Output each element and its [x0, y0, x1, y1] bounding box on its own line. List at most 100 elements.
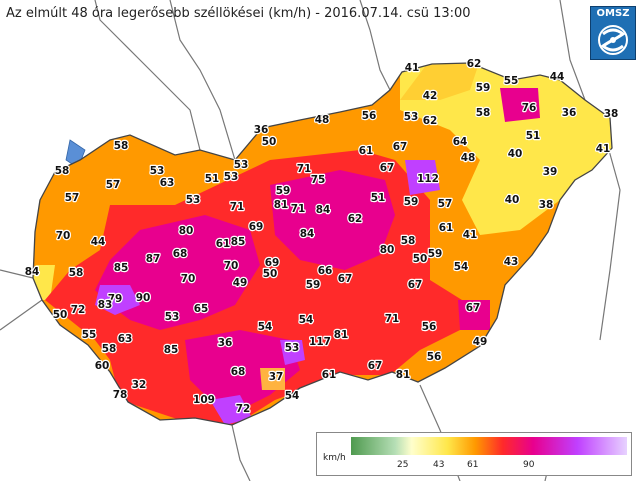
logo-text: OMSZ [596, 8, 630, 19]
station-gust-value: 53 [186, 194, 201, 206]
station-gust-value: 85 [231, 236, 246, 248]
station-gust-value: 67 [368, 360, 383, 372]
station-gust-value: 58 [69, 267, 84, 279]
legend-tick: 61 [467, 460, 479, 470]
station-gust-value: 61 [359, 145, 374, 157]
station-gust-value: 85 [114, 262, 129, 274]
station-gust-value: 70 [56, 230, 71, 242]
station-gust-value: 51 [205, 173, 220, 185]
station-gust-value: 59 [404, 196, 419, 208]
station-gust-value: 80 [380, 244, 395, 256]
station-gust-value: 58 [401, 235, 416, 247]
station-gust-value: 59 [476, 82, 491, 94]
station-gust-value: 40 [508, 148, 523, 160]
station-gust-value: 84 [300, 228, 315, 240]
station-gust-value: 71 [291, 203, 306, 215]
station-gust-value: 56 [427, 351, 442, 363]
station-gust-value: 72 [236, 403, 251, 415]
station-gust-value: 76 [522, 102, 537, 114]
station-gust-value: 40 [505, 194, 520, 206]
station-gust-value: 50 [53, 309, 68, 321]
map-title: Az elmúlt 48 óra legerősebb széllökései … [6, 6, 471, 21]
station-gust-value: 49 [473, 336, 488, 348]
station-gust-value: 67 [408, 279, 423, 291]
station-gust-value: 55 [82, 329, 97, 341]
station-gust-value: 87 [146, 253, 161, 265]
station-gust-value: 56 [362, 110, 377, 122]
station-gust-value: 43 [504, 256, 519, 268]
station-gust-value: 69 [265, 257, 280, 269]
station-gust-value: 61 [322, 369, 337, 381]
station-gust-value: 63 [160, 177, 175, 189]
station-gust-value: 42 [423, 90, 438, 102]
station-gust-value: 53 [404, 111, 419, 123]
station-gust-value: 69 [249, 221, 264, 233]
station-gust-value: 57 [65, 192, 80, 204]
station-gust-value: 62 [348, 213, 363, 225]
station-gust-value: 54 [299, 314, 314, 326]
station-gust-value: 39 [543, 166, 558, 178]
station-gust-value: 63 [118, 333, 133, 345]
station-gust-value: 79 [108, 293, 123, 305]
station-gust-value: 38 [539, 199, 554, 211]
station-gust-value: 84 [25, 266, 40, 278]
station-gust-value: 58 [114, 140, 129, 152]
omsz-logo: OMSZ [590, 6, 636, 60]
legend-tick: 25 [397, 460, 409, 470]
station-gust-value: 41 [596, 143, 611, 155]
station-gust-value: 44 [550, 71, 565, 83]
station-gust-value: 36 [218, 337, 233, 349]
station-gust-value: 112 [417, 173, 439, 185]
station-gust-value: 66 [318, 265, 333, 277]
legend-tick: 90 [523, 460, 535, 470]
station-gust-value: 59 [428, 248, 443, 260]
station-gust-value: 50 [262, 136, 277, 148]
station-gust-value: 57 [106, 179, 121, 191]
station-gust-value: 54 [454, 261, 469, 273]
station-gust-value: 71 [230, 201, 245, 213]
color-legend: km/h 25 43 61 90 [316, 432, 632, 476]
station-gust-value: 62 [423, 115, 438, 127]
station-gust-value: 51 [526, 130, 541, 142]
station-gust-value: 56 [422, 321, 437, 333]
station-gust-value: 41 [405, 62, 420, 74]
station-gust-value: 53 [234, 159, 249, 171]
station-gust-value: 53 [150, 165, 165, 177]
cyclone-icon [598, 25, 628, 55]
station-gust-value: 61 [216, 238, 231, 250]
station-gust-value: 70 [224, 260, 239, 272]
station-gust-value: 80 [179, 225, 194, 237]
station-gust-value: 50 [413, 253, 428, 265]
station-gust-value: 57 [438, 198, 453, 210]
station-gust-value: 41 [463, 229, 478, 241]
station-gust-value: 81 [334, 329, 349, 341]
station-gust-value: 44 [91, 236, 106, 248]
legend-colorbar [351, 437, 627, 455]
station-gust-value: 38 [604, 108, 619, 120]
station-gust-value: 68 [173, 248, 188, 260]
station-gust-value: 85 [164, 344, 179, 356]
station-gust-value: 36 [254, 124, 269, 136]
station-gust-value: 48 [461, 152, 476, 164]
station-gust-value: 83 [98, 299, 113, 311]
station-gust-value: 53 [165, 311, 180, 323]
legend-tick: 43 [433, 460, 445, 470]
station-gust-value: 62 [467, 58, 482, 70]
station-gust-value: 48 [315, 114, 330, 126]
station-gust-value: 32 [132, 379, 147, 391]
station-gust-value: 50 [263, 268, 278, 280]
station-gust-value: 67 [466, 302, 481, 314]
station-gust-value: 90 [136, 292, 151, 304]
station-gust-value: 58 [55, 165, 70, 177]
station-gust-value: 51 [371, 192, 386, 204]
station-gust-value: 64 [453, 136, 468, 148]
station-gust-value: 67 [393, 141, 408, 153]
station-gust-value: 71 [385, 313, 400, 325]
station-gust-value: 117 [309, 336, 331, 348]
station-gust-value: 49 [233, 277, 248, 289]
station-gust-value: 71 [297, 163, 312, 175]
station-gust-value: 59 [276, 185, 291, 197]
